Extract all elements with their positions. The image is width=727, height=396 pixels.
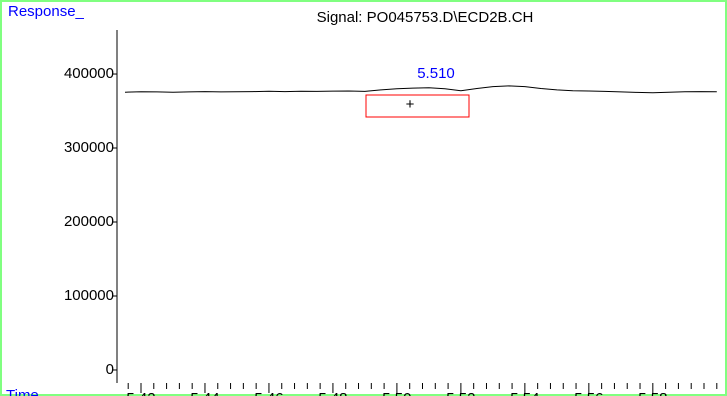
x-tick-label: 5.42: [126, 390, 155, 396]
x-tick-label: 5.44: [190, 390, 219, 396]
integration-box: [365, 94, 470, 118]
signal-line: [124, 85, 717, 94]
x-tick-label: 5.48: [318, 390, 347, 396]
x-tick-label: 5.56: [574, 390, 603, 396]
x-tick-label: 5.52: [446, 390, 475, 396]
x-tick-label: 5.58: [638, 390, 667, 396]
y-tick-label: 200000: [64, 213, 114, 230]
chart-title: Signal: PO045753.D\ECD2B.CH: [317, 9, 534, 26]
y-axis-label: Response_: [8, 3, 85, 20]
x-axis-label: Time: [6, 387, 39, 396]
x-tick-label: 5.50: [382, 390, 411, 396]
y-tick-label: 100000: [64, 287, 114, 304]
y-tick-label: 0: [106, 361, 114, 378]
y-tick-label: 300000: [64, 139, 114, 156]
x-tick-label: 5.54: [510, 390, 539, 396]
peak-label: 5.510: [417, 65, 455, 82]
x-tick-label: 5.46: [254, 390, 283, 396]
y-tick-label: 400000: [64, 65, 114, 82]
peak-marker: +: [406, 96, 415, 113]
